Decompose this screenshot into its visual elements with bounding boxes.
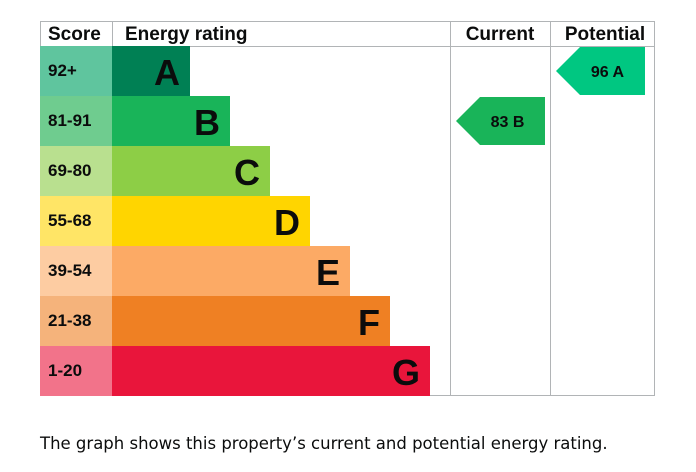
band-letter-b: B [194, 102, 220, 143]
score-label-f: 21-38 [48, 311, 91, 330]
band-bar-d [112, 196, 310, 246]
score-cell-c [40, 146, 112, 196]
chart-caption: The graph shows this property’s current … [40, 434, 608, 453]
band-letter-e: E [316, 252, 340, 293]
band-bar-a [112, 46, 190, 96]
score-cell-f [40, 296, 112, 346]
band-letter-g: G [392, 352, 420, 393]
rating-markers: 83 B 96 A [456, 47, 645, 145]
band-bar-f [112, 296, 390, 346]
score-cell-g [40, 346, 112, 396]
score-label-b: 81-91 [48, 111, 91, 130]
score-cell-a [40, 46, 112, 96]
potential-marker [556, 47, 645, 95]
band-bar-c [112, 146, 270, 196]
energy-rating-chart: Score Energy rating Current Potential 92… [40, 21, 655, 396]
score-cell-e [40, 246, 112, 296]
band-bar-e [112, 246, 350, 296]
band-bar-g [112, 346, 430, 396]
rating-bands: 92+ A 81-91 B 69-80 C 55-68 D 39-54 E 21-38 F 1-20 G [40, 46, 430, 396]
score-label-a: 92+ [48, 61, 77, 80]
score-label-c: 69-80 [48, 161, 91, 180]
band-letter-c: C [234, 152, 260, 193]
potential-header: Potential [565, 24, 645, 45]
score-label-e: 39-54 [48, 261, 92, 280]
band-letter-a: A [154, 52, 180, 93]
current-marker [456, 97, 545, 145]
score-cell-b [40, 96, 112, 146]
band-bar-b [112, 96, 230, 146]
score-label-d: 55-68 [48, 211, 91, 230]
current-header: Current [466, 24, 535, 45]
current-marker-label: 83 B [491, 114, 525, 131]
band-letter-f: F [358, 302, 380, 343]
score-label-g: 1-20 [48, 361, 82, 380]
potential-marker-label: 96 A [591, 64, 625, 81]
energy-rating-header: Energy rating [125, 24, 247, 45]
score-cell-d [40, 196, 112, 246]
score-header: Score [48, 24, 101, 45]
band-letter-d: D [274, 202, 300, 243]
